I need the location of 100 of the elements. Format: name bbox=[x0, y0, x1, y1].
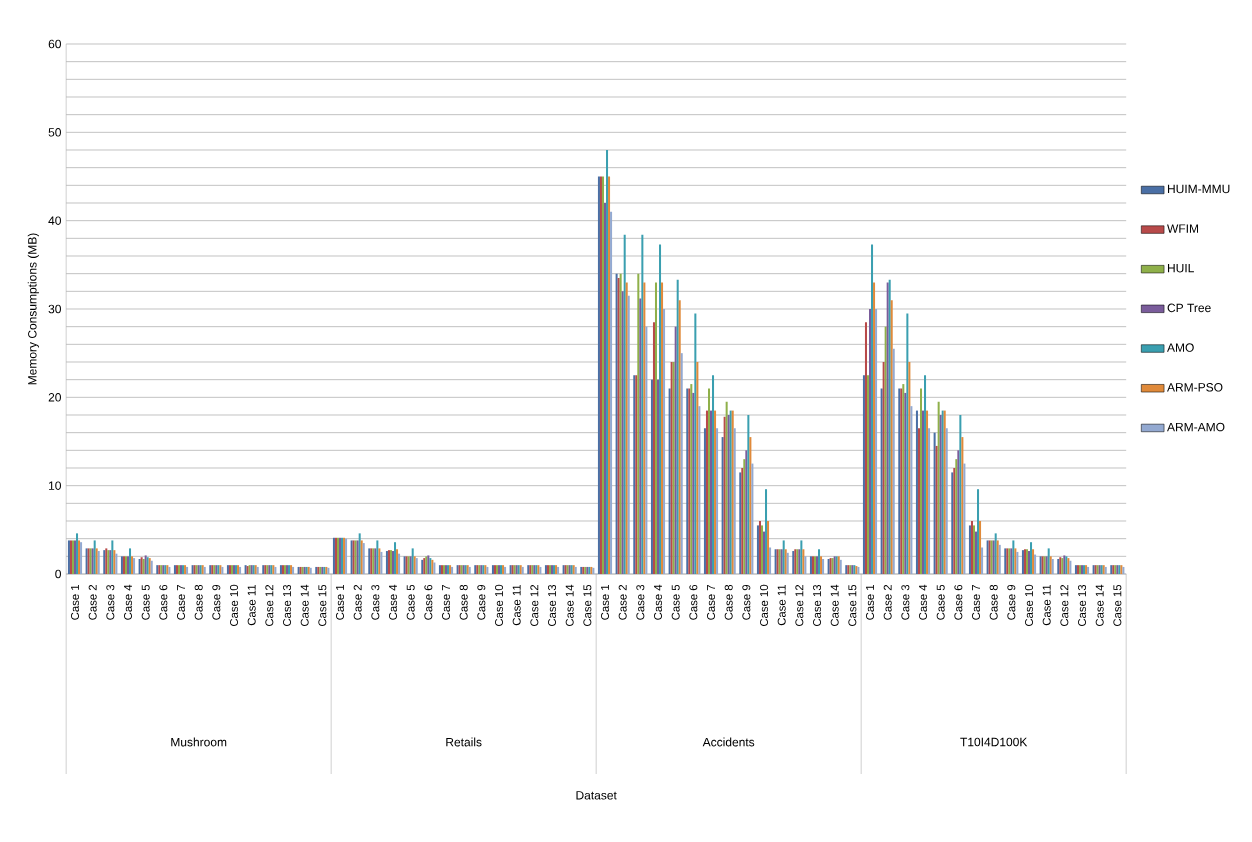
x-tick-label: Case 10 bbox=[495, 584, 504, 627]
y-tick-label: 50 bbox=[48, 128, 61, 137]
bar bbox=[751, 463, 754, 574]
bar bbox=[650, 379, 653, 574]
x-tick-label: Case 10 bbox=[1025, 584, 1034, 627]
text: Mushroom bbox=[171, 737, 227, 747]
x-tick-label: Case 11 bbox=[247, 584, 256, 626]
bar bbox=[862, 375, 865, 574]
bar bbox=[933, 432, 936, 574]
x-tick-label: Case 12 bbox=[530, 584, 539, 627]
bar bbox=[939, 415, 942, 574]
bar bbox=[935, 445, 938, 574]
x-tick-label: Case 11 bbox=[512, 584, 521, 626]
x-tick-label: Case 1 bbox=[71, 584, 80, 620]
x-tick-label: Case 2 bbox=[353, 584, 362, 620]
bar bbox=[690, 384, 693, 574]
bar bbox=[396, 549, 399, 574]
bar bbox=[641, 234, 644, 574]
x-tick-label: Case 7 bbox=[442, 584, 451, 620]
bar bbox=[743, 459, 746, 574]
bar bbox=[756, 525, 759, 574]
text: Accidents bbox=[702, 737, 755, 747]
x-tick-label: Case 14 bbox=[1095, 584, 1104, 627]
x-tick-label: Case 9 bbox=[742, 584, 751, 620]
bar bbox=[659, 244, 662, 574]
bar bbox=[767, 521, 770, 574]
x-tick-label: Case 10 bbox=[760, 584, 769, 627]
bar bbox=[696, 362, 699, 574]
bar bbox=[1012, 540, 1015, 574]
bar bbox=[703, 428, 706, 574]
x-tick-label: Case 15 bbox=[583, 584, 592, 627]
x-tick-label: Case 8 bbox=[724, 584, 733, 620]
bar bbox=[975, 531, 978, 574]
bar bbox=[674, 326, 677, 574]
x-tick-label: Case 12 bbox=[1060, 584, 1069, 627]
x-tick-label: Case 5 bbox=[406, 584, 415, 620]
bar bbox=[654, 282, 657, 574]
bar bbox=[610, 211, 613, 574]
bar bbox=[961, 437, 964, 574]
bar bbox=[716, 428, 719, 574]
bar bbox=[705, 410, 708, 574]
bar bbox=[93, 540, 96, 574]
x-tick-label: Case 6 bbox=[689, 584, 698, 620]
bar bbox=[890, 300, 893, 574]
bar bbox=[769, 547, 772, 574]
bar bbox=[721, 437, 724, 574]
bar bbox=[981, 547, 984, 574]
bar bbox=[917, 428, 920, 574]
text: T10I4D100K bbox=[960, 737, 1028, 747]
y-tick-label: 40 bbox=[48, 216, 61, 225]
bar bbox=[604, 203, 607, 574]
bar bbox=[676, 279, 679, 574]
bar bbox=[663, 309, 666, 574]
bar bbox=[926, 410, 929, 574]
bar bbox=[963, 463, 966, 574]
bar bbox=[866, 375, 869, 574]
x-tick-label: Case 13 bbox=[813, 584, 822, 627]
x-tick-label: Case 14 bbox=[830, 584, 839, 627]
y-tick-label: 60 bbox=[48, 39, 61, 49]
bar bbox=[680, 353, 683, 574]
bar bbox=[884, 326, 887, 574]
text: Retails bbox=[446, 737, 482, 747]
x-tick-label: Case 13 bbox=[283, 584, 292, 627]
legend-label: ARM-PSO bbox=[1167, 383, 1223, 392]
bar bbox=[994, 533, 997, 574]
x-tick-label: Case 9 bbox=[1007, 584, 1016, 620]
bar bbox=[129, 548, 132, 574]
x-tick-label: Case 3 bbox=[636, 584, 645, 620]
bar bbox=[358, 533, 361, 574]
bar bbox=[657, 379, 660, 574]
x-tick-label: Case 2 bbox=[618, 584, 627, 620]
bar bbox=[763, 531, 766, 574]
x-tick-label: Case 6 bbox=[159, 584, 168, 620]
bar bbox=[615, 273, 618, 574]
bar bbox=[924, 375, 927, 574]
x-tick-label: Case 9 bbox=[212, 584, 221, 620]
bar bbox=[617, 278, 620, 574]
legend-label: HUIM-MMU bbox=[1167, 184, 1230, 194]
bar bbox=[745, 450, 748, 574]
bar bbox=[619, 273, 622, 574]
legend-label: CP Tree bbox=[1167, 303, 1211, 313]
x-tick-label: Case 2 bbox=[88, 584, 97, 620]
x-tick-label: Case 9 bbox=[477, 584, 486, 620]
bar bbox=[637, 273, 640, 574]
bar bbox=[639, 298, 642, 574]
bar bbox=[928, 428, 931, 574]
bar bbox=[880, 388, 883, 574]
bar bbox=[76, 533, 79, 574]
bar bbox=[606, 150, 609, 574]
bar bbox=[902, 384, 905, 574]
bar bbox=[919, 388, 922, 574]
bar bbox=[945, 428, 948, 574]
bar bbox=[937, 401, 940, 574]
bar bbox=[645, 326, 648, 574]
bar bbox=[882, 362, 885, 574]
legend-label: ARM-AMO bbox=[1167, 422, 1225, 432]
x-tick-label: Case 15 bbox=[1113, 584, 1122, 627]
bar bbox=[804, 556, 807, 574]
bar bbox=[800, 540, 803, 574]
bar bbox=[749, 437, 752, 574]
